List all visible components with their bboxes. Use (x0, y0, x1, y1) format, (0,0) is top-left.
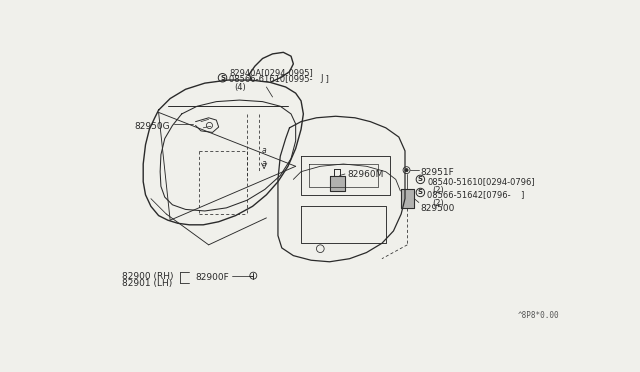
Text: 82951F: 82951F (420, 168, 454, 177)
Text: 82900 (RH): 82900 (RH) (122, 272, 173, 281)
Text: 82960M: 82960M (348, 170, 383, 179)
Text: S: S (220, 75, 225, 81)
Text: (4): (4) (234, 83, 246, 92)
Text: a: a (262, 160, 266, 169)
Text: 82940A[0294-0995]: 82940A[0294-0995] (230, 68, 313, 77)
Text: 08540-51610[0294-0796]: 08540-51610[0294-0796] (428, 177, 535, 186)
Text: 82900F: 82900F (196, 273, 229, 282)
Text: 08566-61610[0995-     ]: 08566-61610[0995- ] (230, 74, 330, 83)
Text: 82901 (LH): 82901 (LH) (122, 279, 172, 289)
Text: 08566-51642[0796-    ]: 08566-51642[0796- ] (428, 190, 525, 199)
Text: 82950G: 82950G (134, 122, 170, 131)
Text: (2): (2) (432, 186, 444, 195)
Text: ^8P8*0.00: ^8P8*0.00 (517, 311, 559, 320)
Text: (2): (2) (432, 199, 444, 208)
Text: a: a (262, 147, 266, 155)
Text: J: J (320, 74, 323, 83)
Bar (330, 176, 345, 191)
Text: S: S (418, 176, 423, 182)
Bar (401, 189, 414, 208)
Circle shape (405, 169, 408, 172)
Text: S: S (418, 189, 423, 195)
Text: 829500: 829500 (420, 204, 455, 213)
